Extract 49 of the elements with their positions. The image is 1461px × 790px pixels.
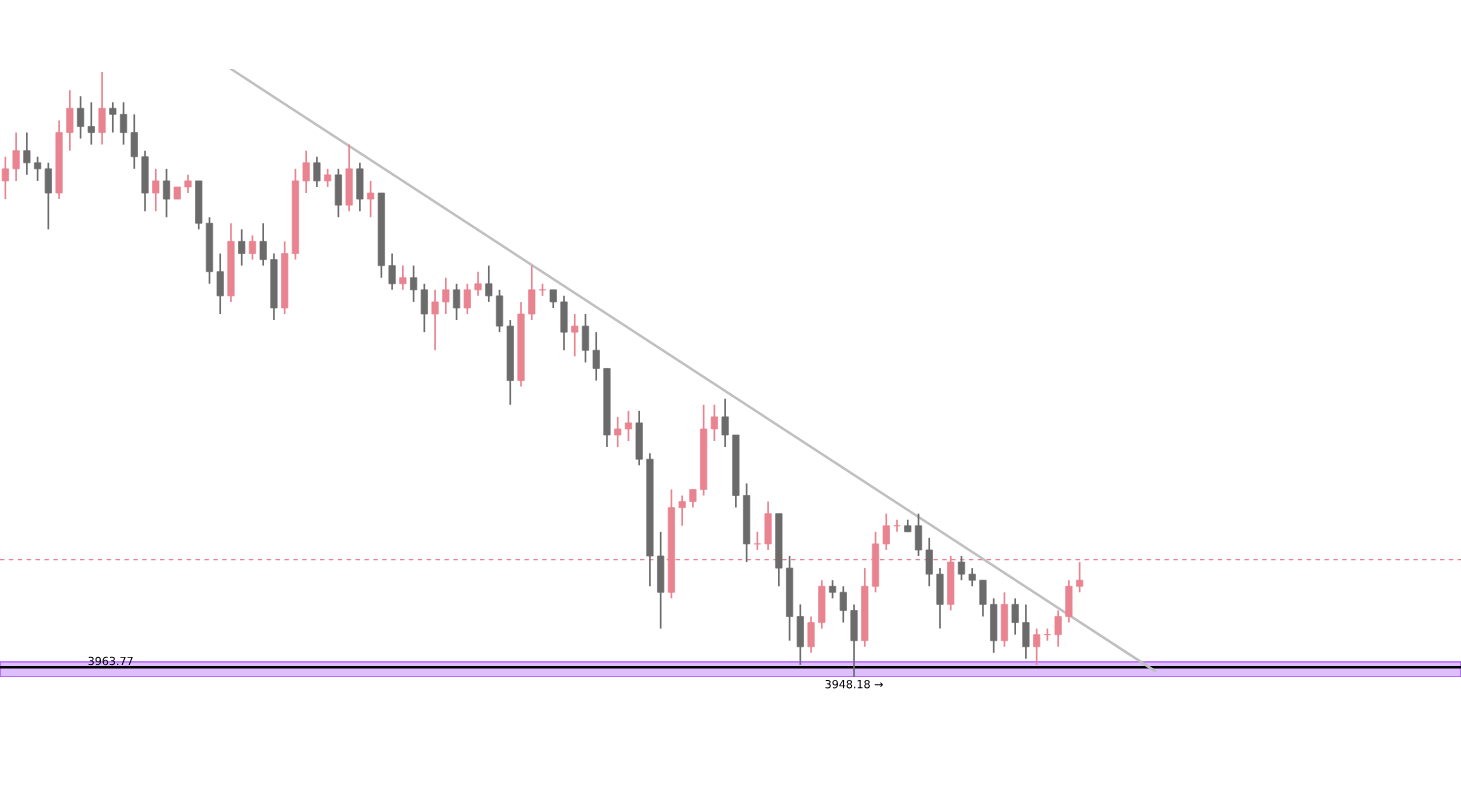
candlestick (549, 288, 557, 309)
candlestick (710, 403, 718, 442)
candlestick (828, 579, 837, 600)
candlestick (238, 228, 246, 267)
candlestick (882, 512, 890, 551)
candlestick (1076, 561, 1084, 594)
candlestick (1, 155, 9, 200)
candlestick (442, 276, 450, 315)
annotation: 3963.77 (88, 656, 133, 666)
candlestick (678, 494, 686, 527)
candlestick (34, 155, 42, 182)
candlestick (721, 397, 729, 448)
candlestick (162, 167, 171, 219)
candlestick (152, 167, 160, 213)
candlestick (184, 174, 192, 194)
candlestick (248, 234, 257, 261)
candlestick (485, 264, 493, 303)
candlestick (431, 288, 439, 352)
candlestick (410, 264, 418, 303)
candlestick (313, 155, 321, 188)
candlestick (592, 331, 600, 382)
candlestick (87, 101, 95, 146)
candlestick (839, 585, 847, 624)
candlestick (893, 518, 901, 533)
candlestick (12, 131, 20, 182)
candlestick (753, 530, 761, 551)
candlestick (689, 488, 697, 509)
candlestick (463, 282, 471, 315)
candlestick (367, 180, 375, 219)
candlestick (324, 167, 332, 188)
candlestick (119, 101, 128, 146)
candlestick (614, 416, 622, 448)
candlestick (23, 131, 31, 176)
candlestick (388, 252, 396, 291)
candlestick (399, 264, 407, 291)
candlestick (302, 149, 310, 194)
candlestick (452, 282, 461, 321)
candlestick (1011, 597, 1019, 636)
candlestick (259, 222, 267, 267)
candlestick (571, 313, 579, 358)
candlestick (968, 567, 976, 588)
annotation: 3948.18 → (825, 679, 883, 689)
candlestick (624, 409, 633, 442)
candlestick (109, 101, 117, 134)
candlestick (957, 555, 966, 582)
candlestick (77, 95, 85, 140)
candlestick (474, 270, 482, 297)
candlestick (1033, 627, 1041, 666)
candlestick (1054, 609, 1062, 648)
